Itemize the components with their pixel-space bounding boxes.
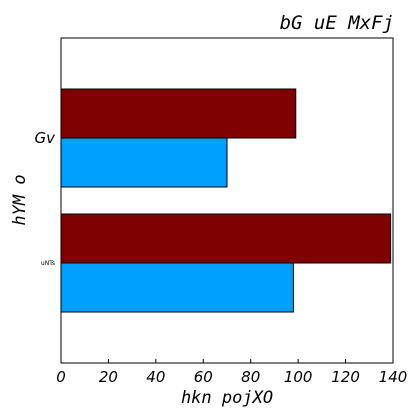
x-tick-label: 140 (379, 368, 408, 386)
chart-title: bG uE MxFj (280, 12, 394, 34)
x-tick-label: 0 (56, 368, 66, 386)
bar-uNTs-series-2 (60, 262, 294, 313)
x-axis-label: hkn pojXO (181, 388, 273, 408)
bar-Gv-series-2 (60, 137, 228, 188)
x-tick-label: 20 (99, 368, 118, 386)
plot-area-frame (60, 37, 394, 364)
y-tick-label: Gv (34, 129, 56, 147)
x-tick-label: 120 (331, 368, 360, 386)
x-tick-label: 100 (284, 368, 313, 386)
bars-layer (60, 88, 392, 313)
y-axis-label: hYM o (10, 174, 30, 225)
ticks-layer: Gv uNTs 0 20 40 60 80 100 120 140 (34, 129, 407, 386)
x-tick-label: 40 (146, 368, 165, 386)
bar-Gv-series-1 (60, 88, 297, 139)
y-tick-label: uNTs (41, 260, 55, 267)
bar-uNTs-series-1 (60, 213, 392, 264)
x-tick-label: 80 (241, 368, 260, 386)
x-tick-label: 60 (194, 368, 213, 386)
